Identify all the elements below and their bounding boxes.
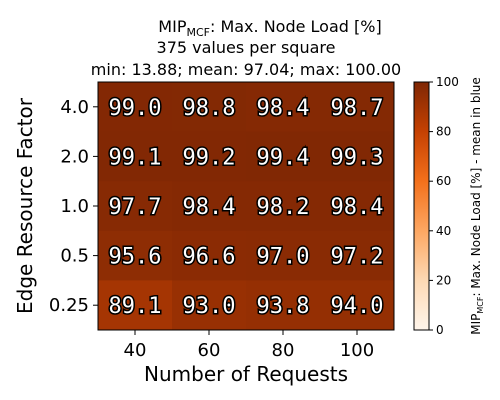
heatmap-cell-value: 98.4 [257, 96, 310, 121]
colorbar-tick-label: 20 [436, 273, 451, 287]
heatmap-cell-value: 93.0 [183, 294, 236, 319]
colorbar-tick-label: 80 [436, 125, 451, 139]
heatmap-cell-value: 97.0 [257, 245, 310, 270]
colorbar-gradient [414, 82, 429, 330]
y-tick-label: 4.0 [60, 97, 89, 118]
colorbar-label-prefix: MIP [469, 314, 483, 335]
x-axis-ticks: 40 60 80 100 [124, 330, 375, 361]
colorbar: 0 20 40 60 80 100 MIPMCF: Max. Node Load [%] … [414, 75, 485, 337]
heatmap-cell-value: 94.0 [331, 294, 384, 319]
colorbar-tick-label: 0 [436, 323, 444, 337]
heatmap-cell-value: 98.8 [183, 96, 236, 121]
x-axis-label: Number of Requests [144, 362, 348, 386]
heatmap-cell-value: 99.2 [183, 145, 236, 170]
heatmap-cell-value: 99.4 [257, 145, 310, 170]
y-tick-label: 2.0 [60, 146, 89, 167]
x-tick-label: 60 [198, 340, 221, 361]
heatmap-cell-value: 95.6 [109, 245, 162, 270]
heatmap-cell-value: 98.4 [183, 195, 236, 220]
colorbar-ticks: 0 20 40 60 80 100 [429, 75, 459, 337]
title-line-1: MIPMCF: Max. Node Load [%] [158, 17, 381, 39]
colorbar-label-suffix: : Max. Node Load [%] - mean in blue [469, 77, 483, 296]
colorbar-tick-label: 100 [436, 75, 459, 89]
heatmap-cell-value: 97.2 [331, 245, 384, 270]
y-tick-label: 0.25 [49, 295, 89, 316]
heatmap-cell-value: 98.2 [257, 195, 310, 220]
x-tick-label: 40 [124, 340, 147, 361]
colorbar-tick-label: 40 [436, 224, 451, 238]
chart-title: MIPMCF: Max. Node Load [%] 375 values pe… [91, 17, 401, 79]
title-prefix: MIP [158, 17, 187, 36]
x-tick-label: 80 [272, 340, 295, 361]
heatmap-cell-value: 93.8 [257, 294, 310, 319]
y-tick-label: 1.0 [60, 196, 89, 217]
heatmap-cell-value: 97.7 [109, 195, 162, 220]
heatmap-cell-value: 99.1 [109, 145, 162, 170]
title-line-3: min: 13.88; mean: 97.04; max: 100.00 [91, 60, 401, 79]
heatmap-cell-value: 89.1 [109, 294, 162, 319]
heatmap-cell-value: 99.0 [109, 96, 162, 121]
title-suffix: : Max. Node Load [%] [210, 17, 382, 36]
heatmap-cell-value: 96.6 [183, 245, 236, 270]
colorbar-label: MIPMCF: Max. Node Load [%] - mean in blu… [469, 77, 485, 335]
colorbar-label-subscript: MCF [476, 296, 485, 313]
y-axis-label: Edge Resource Factor [13, 97, 37, 314]
heatmap-cell-value: 99.3 [331, 145, 384, 170]
x-tick-label: 100 [340, 340, 374, 361]
heatmap-cell-value: 98.4 [331, 195, 384, 220]
heatmap-cell-value: 98.7 [331, 96, 384, 121]
y-axis-ticks: 4.0 2.0 1.0 0.5 0.25 [49, 97, 98, 316]
colorbar-tick-label: 60 [436, 174, 451, 188]
title-line-2: 375 values per square [157, 38, 336, 57]
y-tick-label: 0.5 [60, 246, 89, 267]
